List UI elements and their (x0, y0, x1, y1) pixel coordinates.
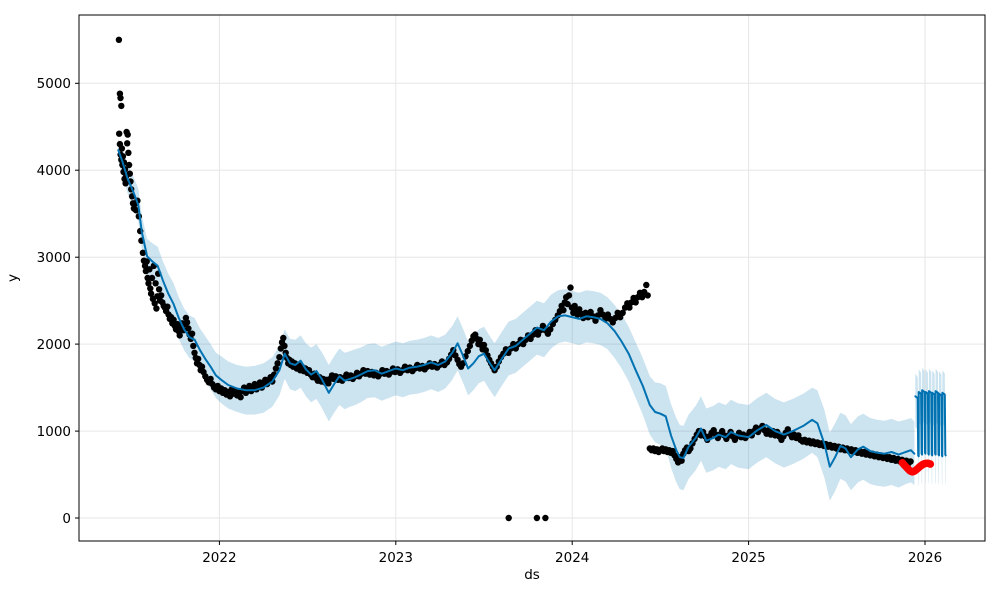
actual-point (237, 394, 244, 401)
forecast-yhat-line (117, 149, 916, 468)
actual-point (567, 284, 574, 291)
actual-point (148, 274, 156, 282)
y-tick-label: 2000 (37, 337, 71, 353)
y-tick-label: 1000 (37, 424, 71, 440)
plot-border (78, 14, 986, 542)
actual-point (152, 280, 159, 287)
y-tick-label: 3000 (37, 250, 71, 266)
actual-point (118, 145, 126, 152)
actual-point (124, 140, 131, 147)
actual-point (466, 342, 474, 350)
actual-point (195, 355, 202, 363)
actual-point (139, 249, 147, 256)
x-axis-label: ds (524, 567, 540, 583)
actual-point (198, 363, 206, 370)
x-tick-label: 2026 (908, 550, 942, 566)
actual-point (476, 336, 483, 343)
actual-point (147, 285, 154, 292)
x-tick-label: 2025 (731, 550, 765, 566)
actual-point (174, 320, 181, 328)
actual-point (170, 316, 177, 323)
actual-point (117, 94, 124, 102)
actual-point (124, 131, 131, 138)
tick-labels: 2022 2023 2024 2025 2026 0 1000 2000 3000 4000 500… (37, 76, 943, 566)
actual-point (126, 170, 133, 177)
actual-point (118, 102, 125, 110)
actual-point (564, 300, 571, 308)
actual-point (272, 365, 280, 372)
actual-point (143, 258, 150, 265)
y-tick-label: 0 (62, 511, 71, 527)
actual-point (565, 292, 573, 299)
actual-point (147, 290, 155, 297)
axis-ticks (75, 82, 926, 545)
actual-point (547, 326, 554, 333)
forecast-band (118, 138, 915, 501)
forecast-line (117, 149, 947, 468)
y-tick-label: 5000 (37, 76, 71, 92)
actual-point (464, 347, 471, 355)
actual-point (560, 307, 567, 314)
actual-point (153, 305, 160, 312)
actual-point (542, 514, 549, 522)
actual-point (183, 319, 191, 326)
actual-point (125, 161, 133, 169)
actual-point (480, 341, 488, 349)
actual-point (274, 360, 281, 367)
actual-point (188, 330, 196, 337)
actual-point (125, 149, 132, 156)
future_forecast-yhat-line (914, 389, 947, 458)
actual-point (185, 325, 192, 332)
actual-point (632, 299, 639, 306)
actual-point (644, 292, 651, 299)
actual-point (115, 36, 123, 43)
actual-point (176, 332, 183, 339)
actual-point (907, 458, 914, 465)
actual-point (151, 300, 158, 307)
actual-point (638, 294, 646, 301)
y-tick-label: 4000 (37, 163, 71, 179)
actual-point (116, 130, 123, 137)
actual-point (281, 342, 288, 350)
actual-point (122, 180, 129, 187)
actual-point (164, 303, 171, 310)
actual-point (191, 349, 198, 356)
actual-point (155, 286, 163, 293)
actual-point (144, 274, 151, 282)
actual-point (276, 354, 283, 361)
actual-point (190, 342, 197, 350)
actual-point (619, 309, 626, 316)
y-axis-label: y (5, 274, 21, 282)
actual-point (678, 457, 685, 464)
x-tick-label: 2023 (379, 550, 413, 566)
x-tick-label: 2022 (202, 550, 236, 566)
actual-point (505, 514, 512, 522)
highlighted-points (898, 459, 935, 476)
actual-point (146, 266, 153, 273)
actual-point (158, 292, 165, 299)
actual-point (207, 375, 214, 383)
grid-lines (79, 15, 985, 541)
highlighted-point (926, 460, 935, 468)
x-tick-label: 2024 (555, 550, 589, 566)
actual-point (643, 281, 650, 289)
actual-point (482, 347, 489, 354)
actual-point (132, 207, 140, 214)
actual-point (533, 514, 541, 522)
actual-point (145, 280, 152, 287)
actual-point (280, 334, 287, 342)
actual-point (612, 314, 619, 322)
actual-point (626, 304, 633, 311)
